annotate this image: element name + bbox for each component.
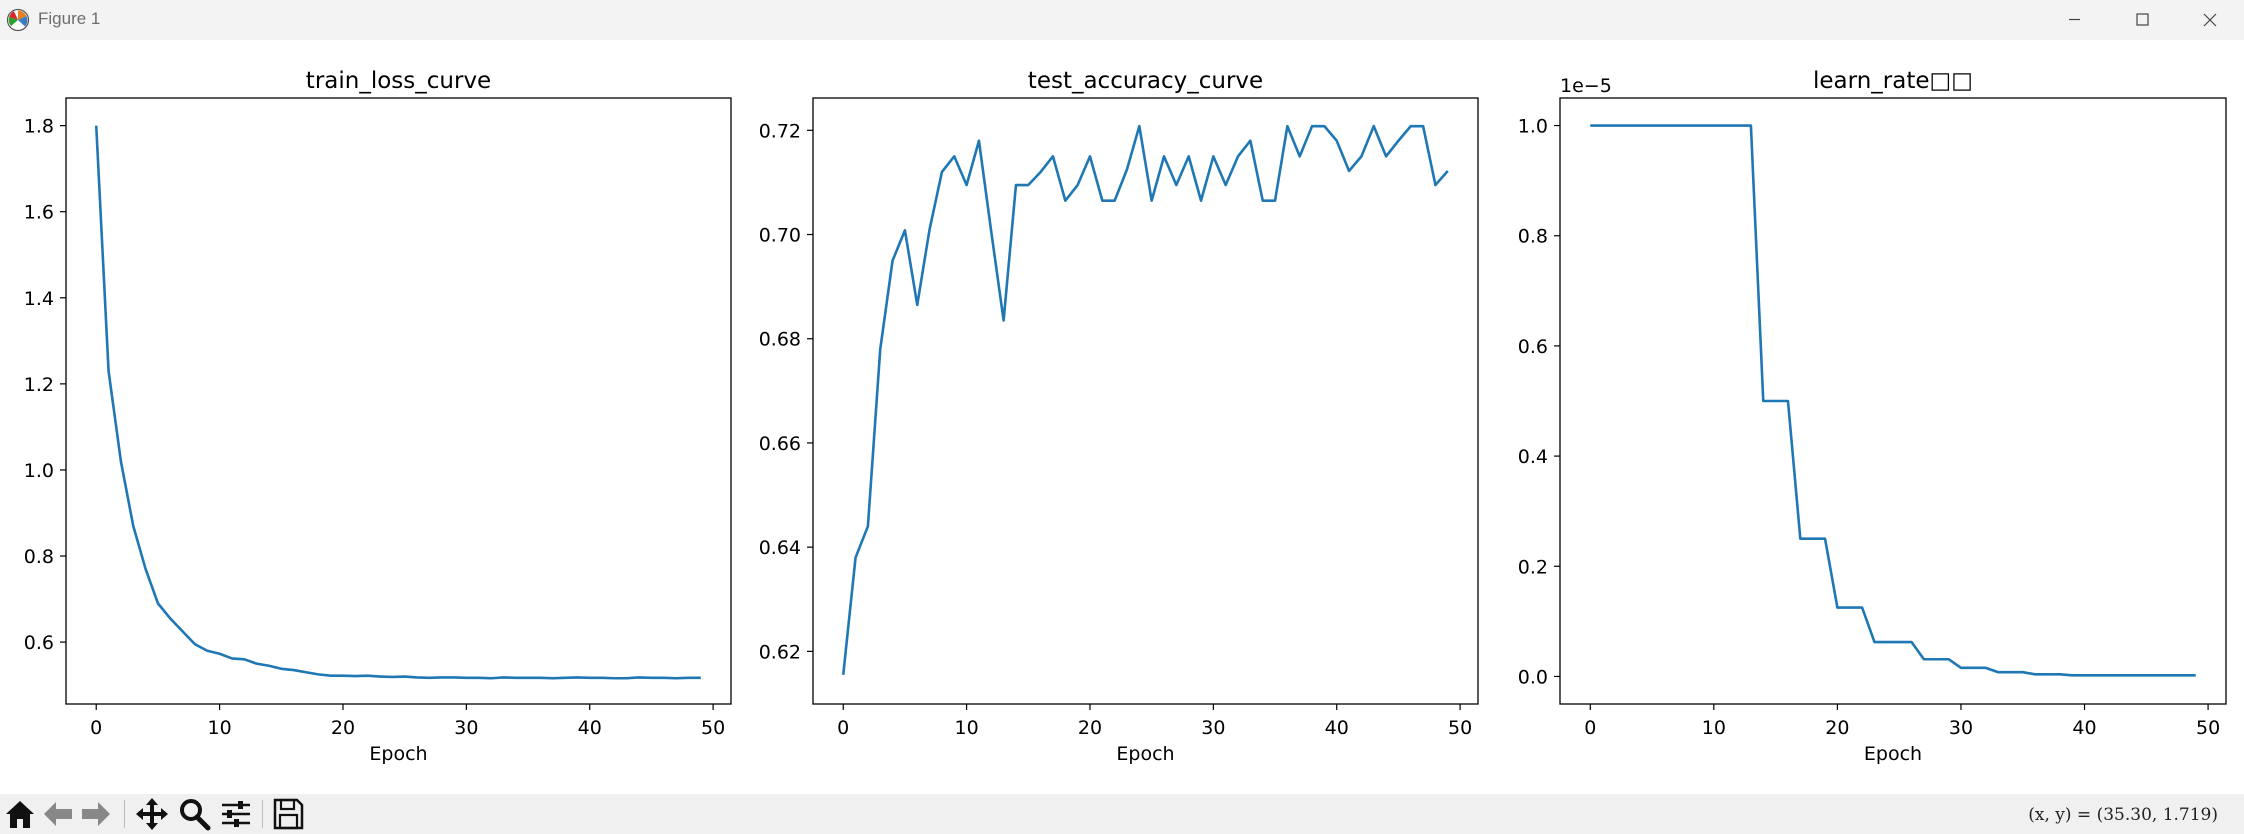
home-icon[interactable] [2,796,38,832]
y-tick-label: 0.0 [1518,666,1548,688]
axes-frame [1559,97,2227,705]
x-tick-label: 50 [2196,717,2220,739]
x-tick-label: 10 [955,717,979,739]
y-tick-label: 1.0 [24,460,54,482]
navigation-toolbar: (x, y) = (35.30, 1.719) [0,794,2244,834]
y-tick-label: 0.62 [759,641,801,663]
x-tick-label: 0 [90,717,102,739]
y-tick-label: 0.66 [759,433,801,455]
axis-offset-text: 1e−5 [1560,75,1612,97]
figure-svg: train_loss_curve 0 10 20 30 40 50 0.6 0.8 1.0 1.2 1… [24,68,2227,765]
matplotlib-logo-icon [6,8,30,32]
pan-icon[interactable] [134,796,170,832]
x-tick-label: 40 [578,717,602,739]
x-tick-label: 10 [208,717,232,739]
series-line [94,125,701,680]
x-tick-label: 10 [1702,717,1726,739]
x-tick-label: 20 [1825,717,1849,739]
y-tick-label: 0.70 [759,225,801,247]
x-tick-label: 50 [1448,717,1472,739]
figure-canvas[interactable]: train_loss_curve 0 10 20 30 40 50 0.6 0.8 1.0 1.2 1… [0,40,2244,794]
y-tick-label: 0.6 [1518,336,1548,358]
y-tick-label: 0.4 [1518,446,1548,468]
x-tick-label: 30 [1949,717,1973,739]
save-icon[interactable] [270,796,306,832]
maximize-button[interactable] [2108,0,2176,40]
x-tick-label: 30 [1201,717,1225,739]
axes-frame [65,97,732,705]
window-title: Figure 1 [38,9,101,28]
chart-title: learn_rate□□ [1813,68,1973,94]
y-tick-label: 1.2 [24,374,54,396]
series-line [841,124,1449,675]
x-axis-label: Epoch [369,743,427,765]
zoom-icon[interactable] [176,796,212,832]
y-tick-label: 0.68 [759,329,801,351]
chart-title: train_loss_curve [306,68,491,94]
y-tick-label: 1.4 [24,288,54,310]
series-line [1590,124,2196,677]
subplot-1: train_loss_curve 0 10 20 30 40 50 0.6 0.8 1.0 1.2 1… [24,68,732,765]
window-titlebar: Figure 1 [0,0,2244,40]
back-arrow-icon[interactable] [40,796,76,832]
toolbar-separator [124,800,125,828]
y-tick-label: 0.64 [759,537,801,559]
x-tick-label: 40 [2072,717,2096,739]
y-tick-label: 1.0 [1518,116,1548,138]
y-tick-label: 1.6 [24,202,54,224]
x-tick-label: 30 [454,717,478,739]
x-axis-label: Epoch [1864,743,1922,765]
cursor-coordinates: (x, y) = (35.30, 1.719) [2028,805,2218,825]
x-tick-label: 0 [1584,717,1596,739]
configure-subplots-icon[interactable] [218,796,254,832]
axes-frame [812,97,1479,705]
minimize-button[interactable] [2040,0,2108,40]
y-tick-label: 0.8 [1518,226,1548,248]
y-tick-label: 0.2 [1518,556,1548,578]
close-button[interactable] [2176,0,2244,40]
y-tick-label: 0.8 [24,546,54,568]
x-tick-label: 40 [1325,717,1349,739]
x-tick-label: 50 [701,717,725,739]
y-tick-label: 1.8 [24,116,54,138]
toolbar-separator [262,800,263,828]
subplot-3: learn_rate□□ 0 10 20 30 40 50 0.0 0.2 0.4 0.6 0.8 1.… [1518,68,2227,765]
x-axis-label: Epoch [1116,743,1174,765]
chart-title: test_accuracy_curve [1028,68,1263,94]
x-tick-label: 20 [331,717,355,739]
y-tick-label: 0.6 [24,632,54,654]
subplot-2: test_accuracy_curve 0 10 20 30 40 50 0.62 0.64 0.… [759,68,1479,765]
x-tick-label: 0 [837,717,849,739]
x-tick-label: 20 [1078,717,1102,739]
forward-arrow-icon[interactable] [78,796,114,832]
y-tick-label: 0.72 [759,120,801,142]
